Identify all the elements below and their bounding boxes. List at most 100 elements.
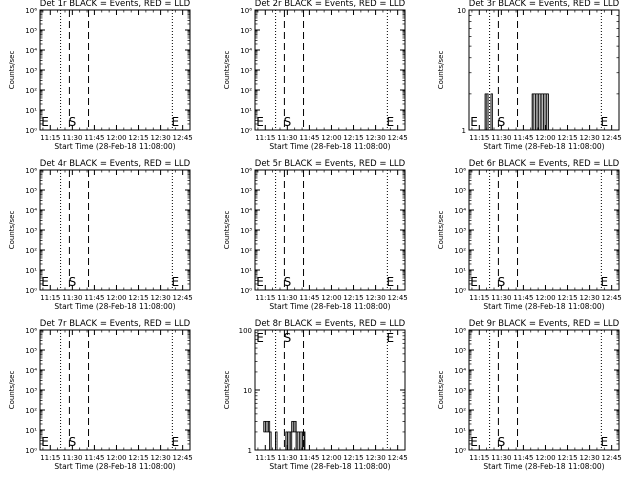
x-tick-label: 12:00: [535, 294, 555, 302]
x-axis-label: Start Time (28-Feb-18 11:08:00): [269, 302, 390, 311]
x-tick-label: 12:30: [150, 134, 170, 142]
x-tick-label: 12:00: [106, 134, 126, 142]
x-tick-label: 12:15: [128, 294, 148, 302]
x-tick-label: 12:30: [579, 134, 599, 142]
end-marker-e: E: [601, 115, 609, 129]
y-tick-label: 10³: [240, 227, 252, 235]
x-tick-label: 11:45: [513, 294, 533, 302]
y-tick-label: 10²: [240, 87, 252, 95]
start-window-marker-e: E: [470, 115, 478, 129]
x-axis-label: Start Time (28-Feb-18 11:08:00): [54, 302, 175, 311]
end-marker-e: E: [172, 115, 180, 129]
y-tick-label: 10⁴: [240, 207, 252, 215]
x-tick-label: 12:45: [602, 294, 622, 302]
x-tick-label: 12:30: [150, 454, 170, 462]
x-tick-label: 12:30: [365, 454, 385, 462]
x-tick-label: 11:45: [84, 454, 104, 462]
y-tick-label: 10⁶: [454, 327, 466, 335]
start-marker-s: S: [69, 435, 77, 449]
x-tick-label: 12:45: [602, 134, 622, 142]
x-tick-label: 12:00: [321, 454, 341, 462]
y-tick-label: 10⁵: [454, 347, 466, 355]
chart-title: Det 6r BLACK = Events, RED = LLD: [469, 159, 620, 169]
x-tick-label: 12:45: [388, 294, 408, 302]
x-tick-label: 11:15: [40, 134, 60, 142]
start-marker-s: S: [69, 275, 77, 289]
x-tick-label: 11:45: [513, 454, 533, 462]
y-tick-label: 10²: [454, 407, 466, 415]
x-tick-label: 12:30: [365, 294, 385, 302]
chart-title: Det 3r BLACK = Events, RED = LLD: [469, 0, 620, 9]
y-tick-label: 10⁴: [454, 367, 466, 375]
end-marker-e: E: [601, 435, 609, 449]
y-tick-label: 10⁶: [25, 7, 37, 15]
x-tick-label: 12:45: [173, 294, 193, 302]
x-tick-label: 11:30: [491, 134, 511, 142]
y-tick-label: 10⁴: [25, 207, 37, 215]
end-marker-e: E: [387, 275, 395, 289]
y-tick-label: 10⁰: [454, 287, 466, 295]
x-tick-label: 12:00: [535, 454, 555, 462]
start-window-marker-e: E: [41, 115, 49, 129]
end-marker-e: E: [387, 331, 395, 345]
y-tick-label: 10¹: [25, 427, 37, 435]
y-tick-label: 10⁴: [25, 367, 37, 375]
plot-frame: [39, 9, 191, 131]
start-marker-s: S: [69, 115, 77, 129]
plot-frame: [39, 169, 191, 291]
x-tick-label: 12:15: [343, 454, 363, 462]
y-tick-label: 10²: [240, 247, 252, 255]
y-tick-label: 10⁴: [240, 47, 252, 55]
end-marker-e: E: [601, 275, 609, 289]
y-tick-label: 10⁴: [25, 47, 37, 55]
x-tick-label: 11:30: [277, 134, 297, 142]
x-tick-label: 12:00: [321, 134, 341, 142]
x-tick-label: 11:30: [62, 134, 82, 142]
x-tick-label: 11:45: [299, 454, 319, 462]
x-tick-label: 12:15: [557, 134, 577, 142]
chart-title: Det 8r BLACK = Events, RED = LLD: [255, 319, 406, 329]
start-window-marker-e: E: [41, 275, 49, 289]
x-axis-label: Start Time (28-Feb-18 11:08:00): [483, 142, 604, 151]
y-tick-label: 10³: [454, 227, 466, 235]
det-2-chart: Det 2r BLACK = Events, RED = LLD Counts/s…: [223, 0, 408, 151]
chart-title: Det 9r BLACK = Events, RED = LLD: [469, 319, 620, 329]
x-tick-label: 12:45: [602, 454, 622, 462]
end-marker-e: E: [172, 275, 180, 289]
x-axis-label: Start Time (28-Feb-18 11:08:00): [54, 462, 175, 471]
det-3-chart: Det 3r BLACK = Events, RED = LLD Counts/s…: [437, 0, 622, 151]
y-tick-label: 10¹: [25, 267, 37, 275]
x-tick-label: 11:15: [255, 134, 275, 142]
start-window-marker-e: E: [41, 435, 49, 449]
y-axis-label: Counts/sec: [223, 371, 231, 410]
x-tick-label: 11:30: [62, 454, 82, 462]
start-marker-s: S: [498, 435, 506, 449]
det-8-chart: Det 8r BLACK = Events, RED = LLD Counts/s…: [223, 319, 408, 471]
x-tick-label: 12:15: [557, 454, 577, 462]
y-tick-label: 10⁵: [240, 27, 252, 35]
chart-title: Det 4r BLACK = Events, RED = LLD: [40, 159, 191, 169]
x-axis-label: Start Time (28-Feb-18 11:08:00): [483, 302, 604, 311]
start-window-marker-e: E: [470, 435, 478, 449]
y-tick-label: 1: [248, 447, 252, 455]
x-tick-label: 12:15: [343, 294, 363, 302]
y-tick-label: 10³: [25, 387, 37, 395]
y-axis-label: Counts/sec: [8, 51, 16, 90]
chart-title: Det 7r BLACK = Events, RED = LLD: [40, 319, 191, 329]
y-tick-label: 10⁵: [240, 187, 252, 195]
x-tick-label: 12:30: [579, 294, 599, 302]
x-tick-label: 11:30: [62, 294, 82, 302]
x-tick-label: 12:30: [579, 454, 599, 462]
det-9-chart: Det 9r BLACK = Events, RED = LLD Counts/s…: [437, 319, 622, 471]
x-tick-label: 11:30: [277, 294, 297, 302]
start-window-marker-e: E: [256, 275, 264, 289]
x-tick-label: 11:15: [255, 294, 275, 302]
y-tick-label: 10³: [25, 67, 37, 75]
y-axis-label: Counts/sec: [437, 211, 445, 250]
y-tick-label: 10⁵: [25, 27, 37, 35]
x-tick-label: 12:00: [106, 294, 126, 302]
x-tick-label: 11:15: [469, 294, 489, 302]
y-tick-label: 10⁶: [240, 167, 252, 175]
x-tick-label: 11:45: [299, 134, 319, 142]
